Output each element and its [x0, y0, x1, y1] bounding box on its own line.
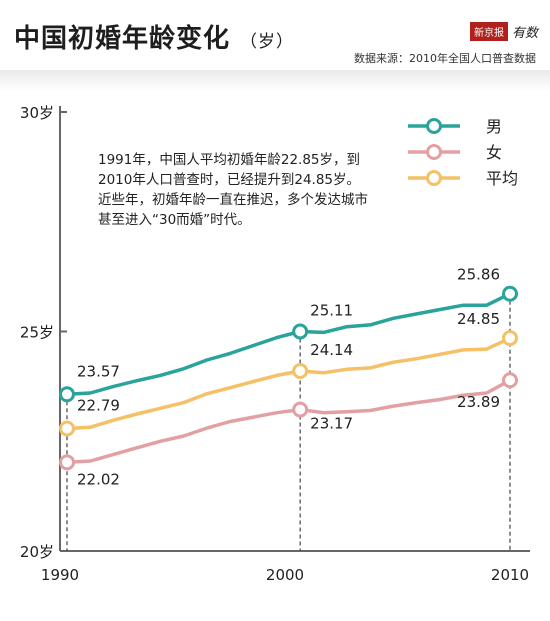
- chart-title: 中国初婚年龄变化 （岁）: [14, 18, 294, 55]
- annotation-text: 1991年，中国人平均初婚年龄22.85岁，到2010年人口普查时，已经提升到2…: [98, 152, 368, 228]
- brand-sub: 有数: [511, 26, 538, 41]
- data-source: 数据来源：2010年全国人口普查数据: [354, 52, 536, 65]
- data-label: 22.79: [77, 397, 120, 415]
- data-point-marker: [502, 330, 518, 347]
- legend-label: 平均: [486, 169, 518, 188]
- y-tick-label: 20岁: [20, 543, 54, 561]
- data-label: 25.86: [457, 266, 500, 284]
- data-point-marker: [292, 363, 309, 380]
- legend-label: 男: [486, 117, 502, 136]
- data-point-marker: [59, 420, 75, 437]
- data-label: 23.17: [310, 415, 353, 433]
- data-point-marker: [502, 372, 518, 389]
- series-line: [65, 291, 512, 397]
- y-tick-label: 25岁: [20, 324, 54, 342]
- data-label: 22.02: [77, 470, 120, 488]
- x-tick-label: 1990: [41, 566, 79, 584]
- x-tick-label: 2000: [266, 566, 304, 584]
- data-point-marker: [502, 285, 518, 302]
- brand-main: 新京报: [469, 22, 508, 41]
- legend-marker: [426, 118, 442, 134]
- x-tick-label: 2010: [491, 566, 529, 584]
- y-tick-label: 30岁: [20, 104, 54, 122]
- header-divider: [0, 70, 550, 92]
- data-label: 24.85: [457, 310, 500, 328]
- data-label: 23.57: [77, 362, 120, 380]
- data-point-marker: [59, 386, 75, 403]
- legend-marker: [426, 144, 442, 160]
- data-label: 24.14: [310, 341, 353, 359]
- brand-logo: 新京报 有数: [469, 22, 538, 41]
- data-label: 23.89: [457, 393, 500, 411]
- series-line: [65, 336, 512, 431]
- data-point-marker: [59, 454, 75, 471]
- legend-label: 女: [486, 143, 502, 162]
- series-line: [65, 378, 512, 465]
- title-text: 中国初婚年龄变化: [14, 24, 231, 54]
- title-unit: （岁）: [240, 32, 295, 52]
- data-label: 25.11: [310, 302, 353, 320]
- data-point-marker: [292, 401, 309, 418]
- legend-marker: [426, 170, 442, 186]
- data-point-marker: [292, 323, 309, 340]
